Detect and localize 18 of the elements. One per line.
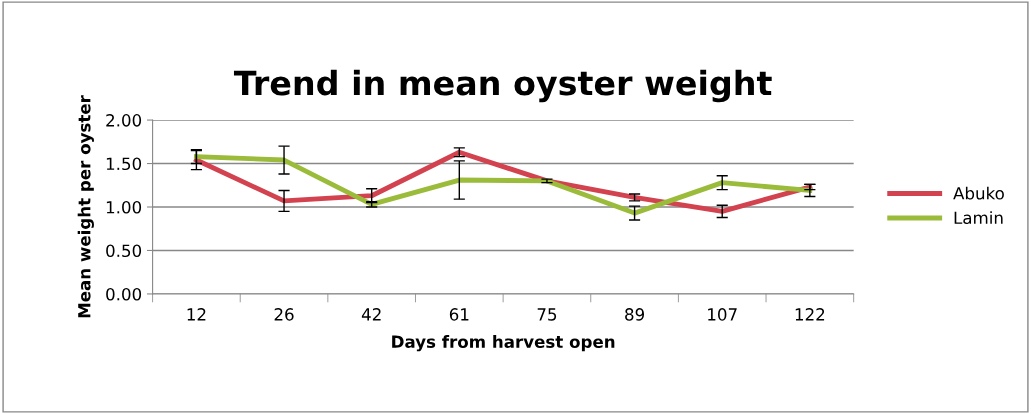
legend-label: Abuko (953, 186, 1004, 200)
y-tick-label: 0.00 (106, 287, 142, 301)
y-axis-title: Mean weight per oyster (77, 95, 94, 318)
x-tick-label: 75 (537, 308, 557, 321)
x-axis-title: Days from harvest open (392, 335, 615, 352)
x-tick-label: 89 (625, 308, 645, 321)
x-tick-label: 12 (187, 308, 206, 321)
x-tick-label: 107 (708, 308, 737, 321)
y-tick-label: 1.50 (106, 157, 142, 171)
x-tick-label: 61 (449, 308, 469, 321)
y-tick-label: 1.00 (106, 200, 142, 214)
x-tick-label: 26 (274, 308, 294, 321)
x-tick-label: 42 (361, 308, 381, 321)
y-tick-label: 0.50 (106, 244, 142, 258)
y-tick-label: 2.00 (106, 114, 142, 127)
chart-title: Trend in mean oyster weight (233, 69, 772, 103)
x-tick-label: 122 (795, 308, 825, 321)
legend-label: Lamin (954, 211, 1003, 225)
